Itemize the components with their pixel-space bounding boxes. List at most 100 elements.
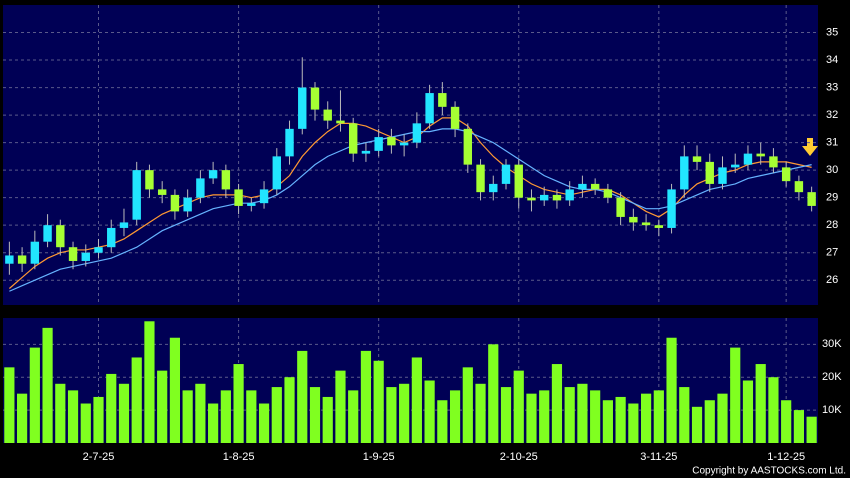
y-tick-label: 29 [826, 192, 838, 204]
volume-bar [360, 350, 372, 443]
volume-bar [793, 410, 804, 443]
candle-body [692, 156, 702, 162]
volume-bar [653, 390, 664, 443]
volume-bar [640, 393, 652, 443]
volume-bar [335, 370, 346, 443]
volume-bar [590, 390, 601, 443]
candle-body [361, 150, 371, 154]
volume-bar [411, 357, 422, 443]
volume-bar [386, 387, 397, 443]
volume-bar [17, 393, 28, 443]
candle-body [527, 197, 536, 201]
candle-body [616, 197, 625, 217]
volume-bar [67, 390, 79, 443]
volume-bar [691, 406, 703, 443]
y-tick-label: 27 [826, 247, 838, 259]
candle-body [272, 156, 281, 190]
y2-tick-label: 20K [822, 371, 842, 383]
volume-bar [462, 367, 473, 443]
volume-bar [169, 337, 181, 443]
arrow-icon [802, 138, 818, 156]
volume-bar [806, 416, 817, 443]
candle-body [132, 170, 141, 220]
volume-bar [424, 380, 435, 443]
volume-bar [449, 390, 461, 443]
volume-bar [628, 403, 639, 443]
candle-body [145, 170, 154, 190]
candle-body [641, 222, 651, 226]
volume-bar [80, 403, 91, 443]
candle-body [412, 123, 422, 143]
volume-bar [373, 360, 384, 443]
volume-bar [755, 364, 766, 443]
moving-average-line [8, 117, 812, 289]
volume-bar [742, 380, 754, 443]
x-tick-label: 3-11-25 [640, 451, 677, 463]
candle-body [718, 167, 727, 184]
candle-body [654, 225, 664, 228]
candle-body [794, 181, 804, 193]
candle-body [221, 170, 231, 190]
y-tick-label: 35 [826, 26, 838, 38]
candle-body [514, 164, 523, 198]
candle-body [450, 106, 460, 129]
candle-body [565, 189, 574, 201]
candle-body [208, 170, 218, 179]
candle-body [247, 203, 256, 206]
candle-body [336, 120, 345, 124]
candle-body [578, 183, 587, 190]
volume-bar [730, 347, 741, 443]
volume-bar [577, 383, 588, 443]
candle-body [540, 194, 549, 201]
candle-body [756, 153, 765, 157]
candle-body [705, 161, 714, 184]
volume-bar [246, 390, 257, 443]
copyright: Copyright by AASTOCKS.com Ltd. [692, 466, 846, 477]
candle-body [157, 189, 167, 195]
volume-bar [526, 393, 537, 443]
candle-body [387, 137, 396, 146]
volume-bar [271, 387, 282, 443]
candle-body [590, 183, 600, 190]
candle-body [603, 189, 613, 198]
volume-bar [602, 400, 613, 443]
y-tick-label: 34 [826, 54, 838, 66]
candle-body [323, 109, 332, 121]
volume-bar [717, 393, 728, 443]
candle-body [170, 194, 180, 212]
volume-bar [220, 390, 231, 443]
candle-body [5, 255, 14, 264]
price-panel [3, 5, 818, 305]
volume-bar [488, 344, 499, 443]
candle-body [94, 247, 103, 253]
volume-bar [208, 403, 219, 443]
volume-bar [106, 373, 117, 443]
candle-body [43, 225, 52, 242]
candle-body [463, 128, 473, 165]
candle-body [807, 192, 816, 206]
x-tick-label: 2-7-25 [83, 451, 115, 463]
volume-bar [195, 383, 206, 443]
candle-body [107, 227, 116, 248]
volume-bar [475, 383, 486, 443]
moving-average-line [9, 128, 812, 292]
y-tick-label: 32 [826, 109, 838, 121]
x-tick-label: 1-12-25 [767, 451, 805, 463]
candle-body [30, 241, 40, 264]
volume-bar [513, 370, 524, 443]
volume-bar [297, 350, 308, 443]
candle-body [743, 153, 753, 165]
candle-body [196, 178, 205, 198]
candle-body [119, 222, 129, 228]
volume-bar [29, 347, 40, 443]
volume-bar [666, 337, 677, 443]
volume-bar [233, 364, 244, 443]
volume-bar [284, 377, 295, 443]
volume-bar [42, 327, 53, 443]
y-tick-label: 26 [826, 274, 838, 286]
volume-bar [131, 357, 142, 443]
volume-bar [322, 396, 333, 443]
volume-bar [564, 387, 575, 443]
y2-tick-label: 10K [822, 404, 842, 416]
